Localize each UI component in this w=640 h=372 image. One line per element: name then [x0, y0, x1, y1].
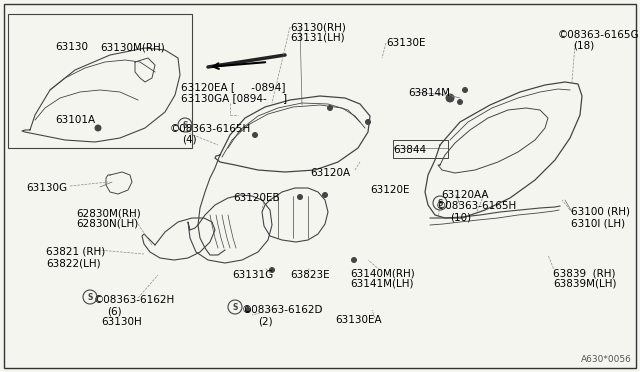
Text: ©08363-6162D: ©08363-6162D	[242, 305, 323, 315]
Text: 63823E: 63823E	[290, 270, 330, 280]
Circle shape	[446, 94, 454, 102]
Circle shape	[463, 87, 467, 93]
Text: 63130EA: 63130EA	[335, 315, 381, 325]
Text: (2): (2)	[258, 316, 273, 326]
Text: 63130M(RH): 63130M(RH)	[100, 42, 164, 52]
Circle shape	[298, 195, 303, 199]
Text: ©08363-6165G: ©08363-6165G	[558, 30, 639, 40]
Text: 6310l (LH): 6310l (LH)	[571, 218, 625, 228]
Text: S: S	[437, 199, 443, 208]
Text: 63120E: 63120E	[370, 185, 410, 195]
Text: 63821 (RH): 63821 (RH)	[46, 247, 105, 257]
Text: S: S	[87, 292, 93, 301]
Text: 63130GA [0894-     ]: 63130GA [0894- ]	[181, 93, 287, 103]
Text: (4): (4)	[182, 135, 196, 145]
Text: A630*0056: A630*0056	[581, 355, 632, 364]
Text: 63822(LH): 63822(LH)	[46, 258, 100, 268]
Text: S: S	[182, 121, 188, 129]
Text: 63130G: 63130G	[26, 183, 67, 193]
Text: 63120EB: 63120EB	[233, 193, 280, 203]
Text: 63131(LH): 63131(LH)	[290, 33, 344, 43]
Circle shape	[328, 106, 333, 110]
Circle shape	[365, 119, 371, 125]
Text: 63140M(RH): 63140M(RH)	[350, 268, 415, 278]
Circle shape	[458, 99, 463, 105]
Text: 63120EA [     -0894]: 63120EA [ -0894]	[181, 82, 285, 92]
Text: 63814M: 63814M	[408, 88, 450, 98]
Text: 63131G: 63131G	[232, 270, 273, 280]
Text: 63120AA: 63120AA	[441, 190, 488, 200]
Text: 63130E: 63130E	[386, 38, 426, 48]
Text: 63130(RH): 63130(RH)	[290, 22, 346, 32]
Circle shape	[246, 308, 250, 312]
Text: (18): (18)	[573, 41, 595, 51]
Text: 63130H: 63130H	[101, 317, 141, 327]
Text: 63141M(LH): 63141M(LH)	[350, 279, 413, 289]
Text: 63839  (RH): 63839 (RH)	[553, 268, 616, 278]
Text: (10): (10)	[450, 212, 471, 222]
Circle shape	[269, 267, 275, 273]
Text: 63120A: 63120A	[310, 168, 350, 178]
Text: ©08363-6165H: ©08363-6165H	[436, 201, 517, 211]
Bar	[8, 14, 192, 148]
Text: 63100 (RH): 63100 (RH)	[571, 207, 630, 217]
Text: 62830M(RH): 62830M(RH)	[76, 208, 141, 218]
Circle shape	[95, 125, 101, 131]
Text: 62830N(LH): 62830N(LH)	[76, 219, 138, 229]
Circle shape	[448, 96, 452, 100]
Text: 63101A: 63101A	[55, 115, 95, 125]
Text: 63130: 63130	[55, 42, 88, 52]
Circle shape	[253, 132, 257, 138]
Text: 63844: 63844	[393, 145, 426, 155]
Text: S: S	[232, 302, 237, 311]
Text: (6): (6)	[107, 306, 122, 316]
Text: 63839M(LH): 63839M(LH)	[553, 279, 616, 289]
Bar	[393, 140, 448, 158]
Circle shape	[351, 257, 356, 263]
Text: ©08363-6162H: ©08363-6162H	[94, 295, 175, 305]
Circle shape	[323, 192, 328, 198]
Text: ©08363-6165H: ©08363-6165H	[170, 124, 252, 134]
